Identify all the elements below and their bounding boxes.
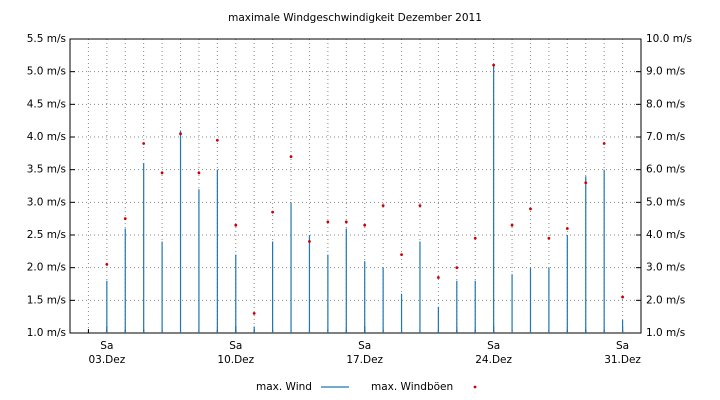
gust-point <box>160 171 164 175</box>
y2-tick-label: 2.0 m/s <box>646 294 685 306</box>
gust-point <box>105 263 109 266</box>
gust-point <box>308 240 311 243</box>
gust-point <box>381 204 385 208</box>
gust-point <box>289 155 293 159</box>
x-tick-weekday: Sa <box>358 340 371 352</box>
gust-point <box>584 181 588 185</box>
gust-point <box>179 132 182 136</box>
y2-tick-label: 1.0 m/s <box>646 327 685 339</box>
gust-point <box>234 223 238 227</box>
y2-tick-label: 5.0 m/s <box>646 196 685 208</box>
y-tick-label: 4.5 m/s <box>27 98 66 110</box>
gust-point <box>621 295 624 299</box>
y-tick-label: 1.0 m/s <box>27 327 66 339</box>
x-tick-label: 03.Dez <box>88 354 125 366</box>
gust-point <box>418 204 422 208</box>
x-tick-weekday: Sa <box>229 340 242 352</box>
gust-point <box>123 217 127 221</box>
gust-point <box>326 220 330 224</box>
x-tick-label: 10.Dez <box>217 354 254 366</box>
legend-swatch <box>473 385 477 389</box>
y-tick-label: 1.5 m/s <box>27 294 66 306</box>
y-tick-label: 4.0 m/s <box>27 131 66 143</box>
x-tick-label: 24.Dez <box>475 354 512 366</box>
gust-point <box>547 236 551 240</box>
x-tick-label: 17.Dez <box>346 354 383 366</box>
legend-label: max. Windböen <box>371 381 453 393</box>
legend-label: max. Wind <box>256 381 312 393</box>
gust-point <box>510 223 514 227</box>
gust-point <box>215 138 219 142</box>
y2-tick-label: 7.0 m/s <box>646 131 685 143</box>
y2-tick-label: 3.0 m/s <box>646 262 685 274</box>
y2-tick-label: 9.0 m/s <box>646 66 685 78</box>
x-tick-weekday: Sa <box>616 340 629 352</box>
gust-point <box>529 207 532 211</box>
plot-frame <box>69 38 642 334</box>
gust-point <box>436 276 440 279</box>
y2-tick-label: 6.0 m/s <box>646 164 685 176</box>
gust-point <box>455 266 459 270</box>
gust-point <box>602 142 606 145</box>
gust-point <box>473 236 477 240</box>
y2-tick-label: 10.0 m/s <box>646 33 692 45</box>
y-tick-label: 5.0 m/s <box>27 66 66 78</box>
gust-point <box>363 223 367 227</box>
y-tick-label: 2.5 m/s <box>27 229 66 241</box>
gust-point <box>400 253 403 256</box>
x-tick-label: 31.Dez <box>604 354 641 366</box>
chart-title: maximale Windgeschwindigkeit Dezember 20… <box>228 12 482 24</box>
y-tick-label: 5.5 m/s <box>27 33 66 45</box>
gust-point <box>197 171 201 175</box>
gust-point <box>142 142 146 145</box>
y-tick-label: 3.0 m/s <box>27 196 66 208</box>
gust-point <box>252 312 256 315</box>
gust-point <box>344 220 348 224</box>
gust-point <box>492 63 496 67</box>
x-tick-weekday: Sa <box>100 340 113 352</box>
y-tick-label: 2.0 m/s <box>27 262 66 274</box>
y2-tick-label: 8.0 m/s <box>646 98 685 110</box>
y-tick-label: 3.5 m/s <box>27 164 66 176</box>
gust-point <box>271 210 275 214</box>
gust-point <box>565 227 569 230</box>
y2-tick-label: 4.0 m/s <box>646 229 685 241</box>
x-tick-weekday: Sa <box>487 340 500 352</box>
